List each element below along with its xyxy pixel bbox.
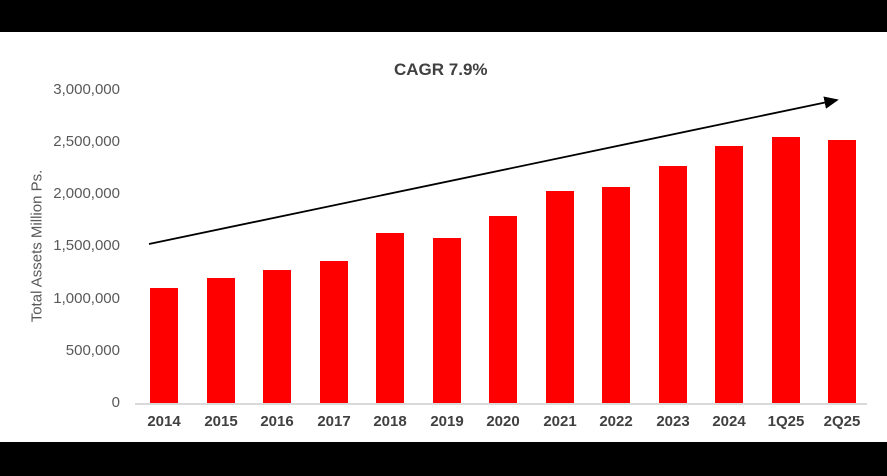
y-axis-ticks: 0 500,000 1,000,000 1,500,000 2,000,000 2,500… xyxy=(0,81,120,411)
x-tick-label-2016: 2016 xyxy=(260,413,294,430)
x-tick-label-2023: 2023 xyxy=(656,413,690,430)
bar-2023 xyxy=(659,166,687,403)
y-tick-label: 3,000,000 xyxy=(53,81,120,98)
y-tick-label: 1,500,000 xyxy=(53,237,120,254)
x-tick-label-2024: 2024 xyxy=(712,413,746,430)
y-tick-label: 2,500,000 xyxy=(53,133,120,150)
x-tick-label-2020: 2020 xyxy=(486,413,520,430)
x-tick-label-2q25: 2Q25 xyxy=(823,413,861,430)
plot-area: 2014 2015 2016 2017 2018 2019 2020 2021 2022 2023… xyxy=(135,90,867,430)
x-tick-label-2018: 2018 xyxy=(373,413,407,430)
bar-1q25 xyxy=(772,137,800,403)
x-tick-label-2015: 2015 xyxy=(204,413,238,430)
bar-2018 xyxy=(376,233,404,403)
x-tick-label-2017: 2017 xyxy=(317,413,351,430)
bar-2022 xyxy=(602,187,630,403)
x-tick-label-2022: 2022 xyxy=(599,413,633,430)
y-tick-label: 0 xyxy=(111,394,120,411)
bar-2021 xyxy=(546,191,574,403)
x-tick-label-2019: 2019 xyxy=(430,413,464,430)
x-tick-label-2021: 2021 xyxy=(543,413,577,430)
top-black-bar xyxy=(0,0,887,32)
bar-2015 xyxy=(207,278,235,403)
chart-title: CAGR 7.9% xyxy=(394,60,488,79)
bar-2014 xyxy=(150,288,178,403)
bar-2020 xyxy=(489,216,517,403)
x-tick-label-2014: 2014 xyxy=(147,413,181,430)
bar-2024 xyxy=(715,146,743,403)
y-tick-label: 1,000,000 xyxy=(53,290,120,307)
x-tick-label-1q25: 1Q25 xyxy=(767,413,805,430)
y-tick-label: 500,000 xyxy=(65,342,120,359)
bottom-black-bar xyxy=(0,442,887,476)
bar-2q25 xyxy=(828,140,856,403)
bar-2019 xyxy=(433,238,461,403)
bar-2017 xyxy=(320,261,348,403)
y-tick-label: 2,000,000 xyxy=(53,185,120,202)
bar-2016 xyxy=(263,270,291,403)
